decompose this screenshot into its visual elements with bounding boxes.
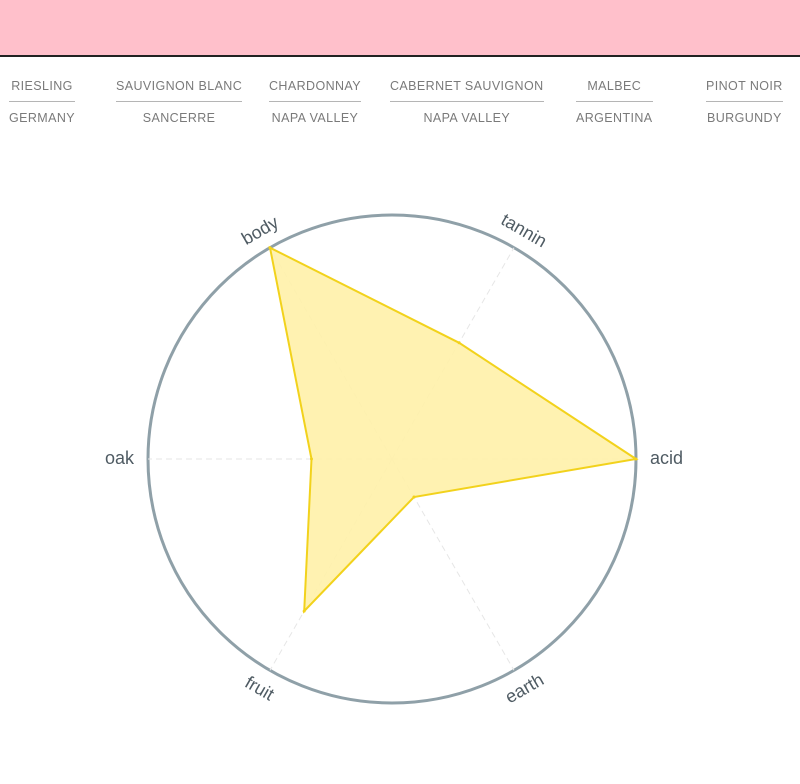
- wine-divider: [269, 101, 361, 102]
- wine-grape: SAUVIGNON BLANC: [116, 79, 243, 93]
- wine-option-sauvignon-blanc[interactable]: SAUVIGNON BLANC SANCERRE: [116, 78, 243, 126]
- axis-label-tannin: tannin: [498, 209, 550, 251]
- wine-option-cabernet-sauvignon[interactable]: CABERNET SAUVIGNON NAPA VALLEY: [390, 78, 544, 126]
- wine-divider: [116, 101, 243, 102]
- wine-divider: [576, 101, 653, 102]
- radar-value-polygon: [268, 245, 639, 614]
- wine-region: BURGUNDY: [706, 111, 782, 125]
- wine-region: NAPA VALLEY: [423, 111, 511, 125]
- wine-divider: [706, 101, 783, 102]
- wine-grape: PINOT NOIR: [706, 79, 783, 93]
- radar-point-acid: [634, 457, 638, 461]
- wine-option-pinot-noir[interactable]: PINOT NOIR BURGUNDY: [706, 78, 783, 126]
- wine-grape: MALBEC: [587, 79, 642, 93]
- radar-point-tannin: [457, 341, 461, 345]
- wine-region: SANCERRE: [142, 111, 216, 125]
- header-bar: [0, 0, 800, 57]
- wine-region: GERMANY: [9, 111, 76, 125]
- axis-label-oak: oak: [105, 448, 135, 468]
- wine-grape: RIESLING: [11, 79, 73, 93]
- wine-grape: CHARDONNAY: [269, 79, 361, 93]
- wine-region: NAPA VALLEY: [271, 111, 359, 125]
- wine-divider: [390, 101, 544, 102]
- radar-point-body: [268, 246, 272, 250]
- radar-point-earth: [412, 495, 416, 499]
- axis-label-acid: acid: [650, 448, 683, 468]
- wine-option-malbec[interactable]: MALBEC ARGENTINA: [576, 78, 653, 126]
- axis-label-fruit: fruit: [242, 672, 278, 704]
- wine-option-chardonnay[interactable]: CHARDONNAY NAPA VALLEY: [269, 78, 361, 126]
- wine-selector: RIESLING GERMANY SAUVIGNON BLANC SANCERR…: [0, 78, 800, 138]
- wine-region: ARGENTINA: [576, 111, 653, 125]
- wine-option-riesling[interactable]: RIESLING GERMANY: [9, 78, 76, 126]
- radar-point-fruit: [302, 609, 306, 613]
- radar-point-oak: [309, 457, 313, 461]
- wine-grape: CABERNET SAUVIGNON: [390, 79, 544, 93]
- wine-divider: [9, 101, 76, 102]
